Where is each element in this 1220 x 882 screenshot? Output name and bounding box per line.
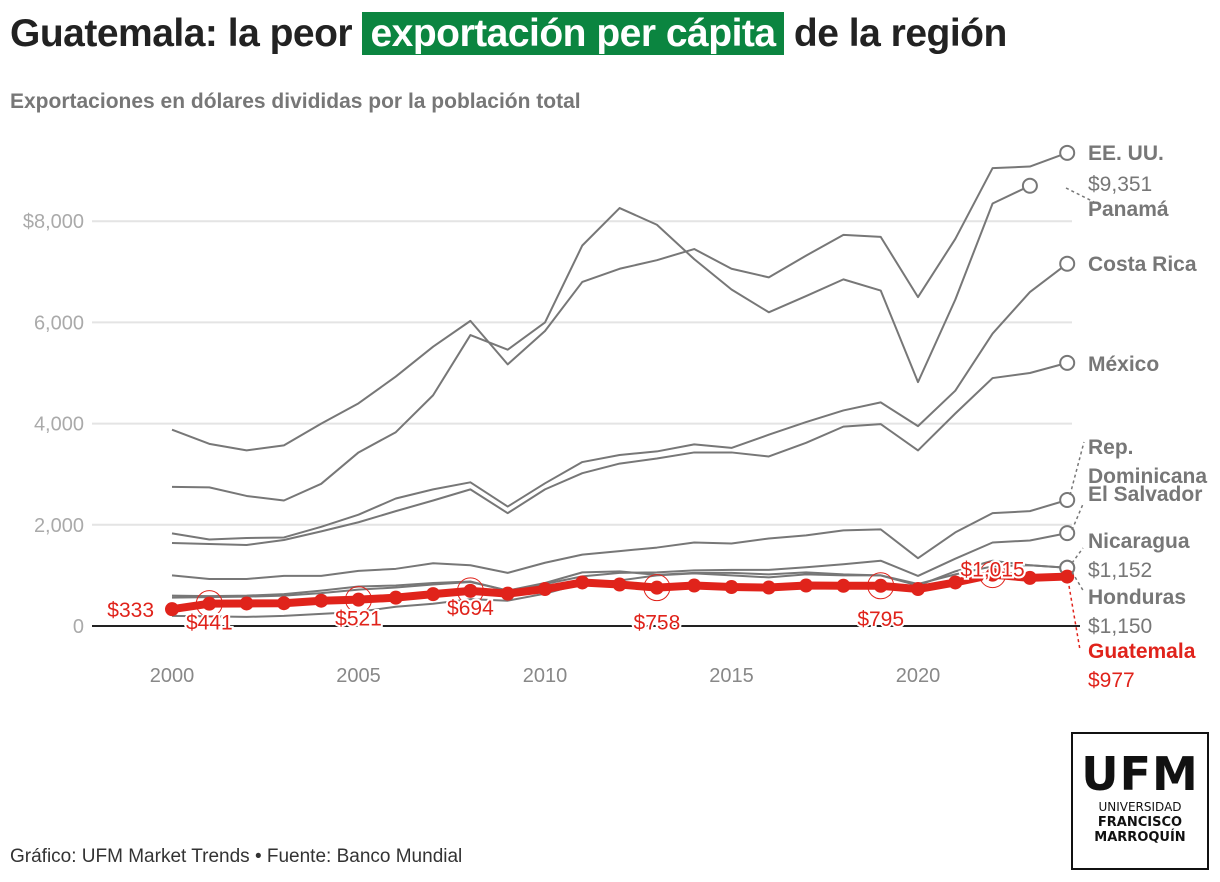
data-label: $694 — [447, 597, 494, 620]
data-label: $441 — [186, 612, 233, 635]
annotation-ring — [867, 572, 895, 600]
title-part: de la región — [783, 12, 1007, 55]
label-leader-line — [1069, 441, 1085, 496]
y-tick-label: 4,000 — [34, 414, 84, 436]
series-label: México — [1088, 353, 1159, 376]
data-point — [649, 580, 664, 595]
chart-subtitle: Exportaciones en dólares divididas por l… — [10, 90, 581, 113]
series-label: $9,351 — [1088, 173, 1152, 196]
data-label: $333 — [107, 599, 154, 622]
data-label: $758 — [634, 612, 681, 635]
series-label: Nicaragua — [1088, 530, 1190, 553]
ufm-logo: UFM UNIVERSIDAD FRANCISCO MARROQUÍN — [1071, 732, 1209, 870]
data-point — [1060, 569, 1075, 584]
data-point — [426, 587, 441, 602]
x-tick-label: 2000 — [150, 665, 195, 687]
end-point-marker — [1059, 144, 1076, 161]
end-point-marker — [1059, 354, 1076, 371]
data-point — [463, 583, 478, 598]
series-label: Rep. — [1088, 436, 1134, 459]
data-point — [873, 578, 888, 593]
annotation-ring — [979, 561, 1007, 589]
x-tick-label: 2015 — [709, 665, 754, 687]
logo-text: FRANCISCO — [1097, 815, 1183, 830]
series-line-el-salvador — [171, 532, 1068, 599]
series-line-panam- — [171, 184, 1031, 502]
data-point — [948, 575, 963, 590]
data-point — [799, 578, 814, 593]
data-point — [1022, 570, 1037, 585]
series-line-ee-uu- — [171, 151, 1068, 452]
x-tick-label: 2005 — [336, 665, 381, 687]
data-point — [500, 586, 515, 601]
data-point — [687, 578, 702, 593]
annotation-ring — [643, 574, 671, 602]
data-point — [351, 592, 366, 607]
label-leader-line — [1071, 547, 1084, 564]
label-leader-line — [1067, 579, 1081, 651]
data-label: $521 — [335, 608, 382, 631]
annotation-ring — [345, 586, 372, 614]
end-point-marker — [1059, 255, 1076, 272]
series-line-m-xico — [171, 361, 1068, 547]
y-tick-label: 6,000 — [34, 312, 84, 334]
title-part: Guatemala: la peor — [10, 12, 363, 55]
chart-title: Guatemala: la peor exportación per cápit… — [10, 12, 1007, 56]
series-label: Dominicana — [1088, 465, 1207, 488]
data-point — [538, 582, 552, 597]
annotation-ring — [195, 590, 223, 618]
data-label: $795 — [857, 608, 904, 631]
data-point — [911, 582, 925, 597]
series-label: $977 — [1088, 669, 1135, 692]
end-point-marker — [1059, 492, 1076, 509]
data-point — [314, 593, 329, 608]
data-point — [724, 580, 739, 595]
series-label: Costa Rica — [1088, 253, 1197, 276]
series-label: EE. UU. — [1088, 142, 1164, 165]
title-highlight: exportación per cápita — [362, 12, 784, 55]
end-point-marker — [1059, 525, 1076, 542]
data-point — [836, 578, 851, 593]
data-label: $1,015 — [960, 559, 1024, 582]
data-point — [985, 567, 1000, 582]
data-point — [612, 577, 627, 592]
data-point — [761, 580, 776, 595]
label-leader-line — [1071, 571, 1085, 593]
data-point — [165, 602, 179, 617]
series-line-costa-rica — [171, 262, 1068, 541]
data-point — [575, 575, 590, 590]
data-point — [202, 596, 217, 611]
end-point-marker — [1021, 177, 1038, 194]
series-label: Honduras — [1088, 586, 1186, 609]
series-label: El Salvador — [1088, 483, 1202, 506]
y-tick-label: 0 — [73, 616, 84, 638]
source-footer: Gráfico: UFM Market Trends • Fuente: Ban… — [10, 846, 463, 867]
series-label: Guatemala — [1088, 640, 1196, 663]
series-line-rep-dominicana — [171, 499, 1068, 580]
y-tick-label: $8,000 — [23, 211, 84, 233]
label-leader-line — [1071, 503, 1084, 531]
y-tick-label: 2,000 — [34, 515, 84, 537]
data-point — [388, 590, 403, 605]
data-point — [239, 596, 254, 611]
logo-text: UFM — [1081, 747, 1199, 801]
data-point — [276, 596, 291, 611]
logo-text: UNIVERSIDAD — [1098, 800, 1182, 814]
annotation-ring — [456, 577, 484, 605]
logo-text: MARROQUÍN — [1094, 830, 1186, 845]
series-label: $1,152 — [1088, 559, 1152, 582]
x-tick-label: 2010 — [523, 665, 568, 687]
x-tick-label: 2020 — [896, 665, 941, 687]
series-label: $1,150 — [1088, 615, 1152, 638]
series-label: Panamá — [1088, 198, 1169, 221]
label-leader-line — [1065, 187, 1101, 206]
